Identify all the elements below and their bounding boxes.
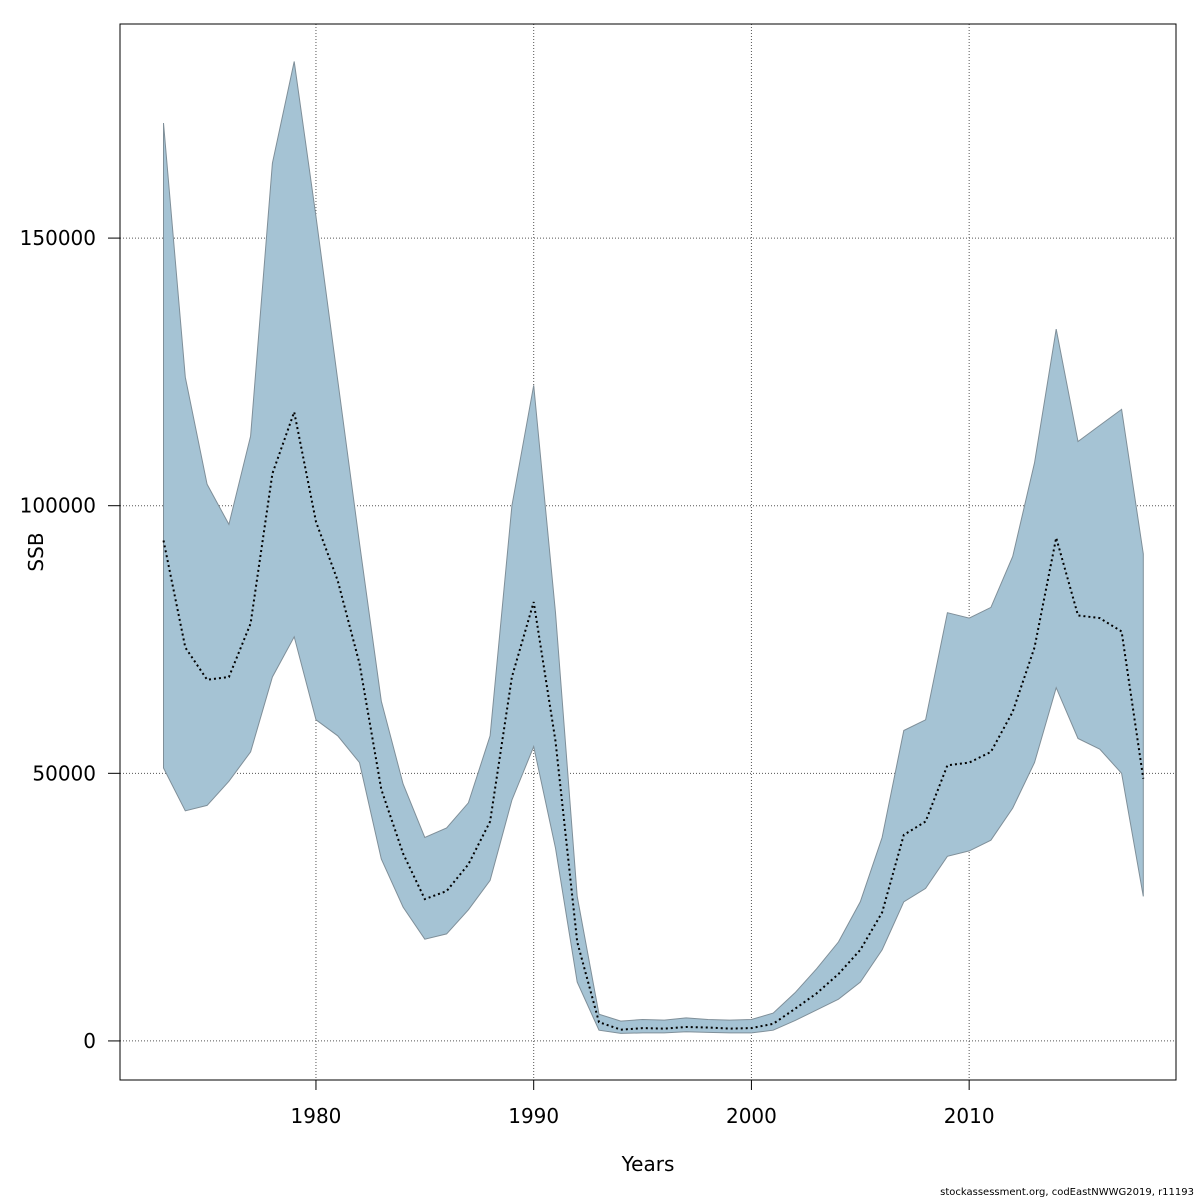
- x-tick-label-1980: 1980: [291, 1104, 342, 1128]
- x-axis: 1980 1990 2000 2010: [291, 1080, 995, 1128]
- x-tick-label-2000: 2000: [726, 1104, 777, 1128]
- y-tick-label-100000: 100000: [20, 494, 96, 518]
- ssb-estimate-line: [162, 408, 1145, 1031]
- x-axis-title: Years: [621, 1152, 675, 1176]
- ssb-estimate-path: [162, 408, 1145, 1031]
- y-tick-label-50000: 50000: [32, 761, 96, 785]
- x-tick-label-2010: 2010: [944, 1104, 995, 1128]
- y-tick-label-150000: 150000: [20, 226, 96, 250]
- x-tick-label-1990: 1990: [508, 1104, 559, 1128]
- y-axis-title: SSB: [24, 532, 48, 571]
- y-tick-label-0: 0: [83, 1029, 96, 1053]
- y-axis: 0 50000 100000 150000: [20, 226, 120, 1053]
- footer-credit: stockassessment.org, codEastNWWG2019, r1…: [940, 1187, 1194, 1198]
- confidence-band: [163, 61, 1144, 1034]
- confidence-band-area: [163, 61, 1144, 1034]
- plot-frame: [119, 23, 1177, 1081]
